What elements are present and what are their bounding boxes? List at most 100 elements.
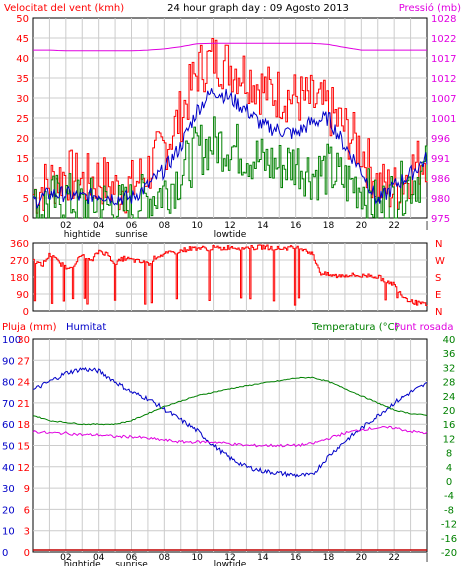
pressure-y-tick-label: 991 (431, 154, 450, 165)
rain-y-tick-label: 24 (17, 378, 30, 389)
wind-x-annotation: hightide (64, 230, 101, 240)
wind-x-tick-label: 18 (323, 221, 335, 231)
temperature-y-tick-label: 0 (446, 477, 452, 488)
humidity-x-tick-label: 22 (388, 553, 399, 563)
temperature-y-tick-label: 4 (446, 463, 452, 474)
wind-x-tick-label: 10 (191, 221, 203, 231)
dew-point-line (32, 425, 428, 448)
humidity-x-tick-label: 14 (257, 553, 269, 563)
humidity-x-annotation: hightide (64, 560, 101, 566)
pressure-y-tick-label: 1007 (431, 94, 456, 105)
humidity-y-tick-label: 10 (2, 527, 15, 538)
temperature-line (32, 376, 428, 426)
humidity-line (32, 366, 428, 478)
temperature-y-tick-label: 16 (443, 420, 456, 431)
wind-gust-line (33, 116, 428, 219)
temperature-y-tick-label: -12 (441, 520, 457, 531)
rain-y-tick-label: 0 (24, 548, 30, 559)
temperature-y-tick-label: 20 (443, 406, 456, 417)
humidity-x-tick-label: 08 (159, 553, 171, 563)
rain-axis-title: Pluja (mm) (2, 322, 57, 333)
temperature-y-tick-label: 28 (443, 378, 456, 389)
wind-speed-line (33, 38, 428, 214)
humidity-x-tick-label: 02 (60, 553, 71, 563)
rain-y-tick-label: 21 (17, 399, 30, 410)
direction-y-tick-label: 90 (16, 290, 29, 301)
compass-label: E (435, 290, 441, 301)
humidity-y-tick-label: 80 (2, 378, 15, 389)
wind-x-annotation: lowtide (214, 230, 247, 240)
compass-label: N (435, 239, 442, 250)
wind-y-tick-label: 25 (16, 114, 29, 125)
wind-direction-line (33, 244, 428, 306)
humidity-x-tick-label: 12 (224, 553, 235, 563)
wind-x-tick-label: 22 (388, 221, 399, 231)
wind-y-tick-label: 35 (16, 74, 29, 85)
rain-y-tick-label: 3 (24, 527, 30, 538)
pressure-y-tick-label: 975 (431, 214, 450, 225)
humidity-y-tick-label: 70 (2, 399, 15, 410)
humidity-x-tick-label: 20 (356, 553, 368, 563)
humidity-x-annotation: lowtide (214, 560, 247, 566)
rain-y-tick-label: 18 (17, 420, 30, 431)
wind-x-annotation: sunrise (115, 230, 148, 240)
pressure-y-tick-label: 1001 (431, 114, 456, 125)
humidity-y-tick-label: 50 (2, 442, 15, 453)
humidity-x-tick-label: 04 (93, 553, 105, 563)
humidity-y-tick-label: 0 (2, 548, 8, 559)
wind-x-tick-label: 14 (257, 221, 269, 231)
humidity-x-annotation: sunrise (115, 560, 148, 566)
direction-y-tick-label: 180 (10, 273, 29, 284)
pressure-line (33, 42, 427, 52)
pressure-y-tick-label: 980 (431, 194, 450, 205)
pressure-y-tick-label: 1012 (431, 74, 456, 85)
pressure-y-tick-label: 986 (431, 174, 450, 185)
direction-y-tick-label: 360 (10, 239, 29, 250)
wind-average-line (32, 88, 428, 210)
wind-x-tick-label: 04 (93, 221, 105, 231)
temperature-y-tick-label: -16 (441, 534, 457, 545)
pressure-y-tick-label: 1022 (431, 34, 456, 45)
humidity-y-tick-label: 20 (2, 505, 15, 516)
humidity-x-tick-label: 10 (191, 553, 203, 563)
temperature-y-tick-label: 12 (443, 434, 456, 445)
compass-label: S (435, 273, 441, 284)
wind-x-tick-label: 12 (224, 221, 235, 231)
wind-x-tick-label: | (425, 221, 428, 231)
humidity-x-tick-label: | (425, 553, 428, 563)
humidity-x-tick-label: 18 (323, 553, 335, 563)
dew-point-axis-title: Punt rosada (394, 322, 453, 333)
rain-y-tick-label: 6 (24, 505, 30, 516)
humidity-x-tick-label: 06 (126, 553, 138, 563)
temperature-y-tick-label: -8 (444, 505, 454, 516)
wind-x-tick-label: 02 (60, 221, 71, 231)
humidity-y-tick-label: 100 (2, 335, 21, 346)
wind-y-tick-label: 0 (23, 214, 29, 225)
humidity-y-tick-label: 40 (2, 463, 15, 474)
wind-y-tick-label: 40 (16, 54, 29, 65)
wind-x-tick-label: 08 (159, 221, 171, 231)
temperature-y-tick-label: -4 (444, 491, 454, 502)
rain-y-tick-label: 12 (17, 463, 30, 474)
temperature-y-tick-label: 36 (443, 349, 456, 360)
pressure-axis-title: Pressió (mb) (399, 2, 461, 14)
humidity-axis-title: Humitat (66, 322, 106, 333)
wind-y-tick-label: 20 (16, 134, 29, 145)
humidity-x-tick-label: 16 (290, 553, 302, 563)
wind-x-tick-label: 20 (356, 221, 368, 231)
rain-y-tick-label: 30 (17, 335, 30, 346)
temperature-y-tick-label: 8 (446, 449, 452, 460)
humidity-y-tick-label: 60 (2, 420, 15, 431)
wind-speed-axis-title: Velocitat del vent (kmh) (4, 3, 124, 14)
wind-y-tick-label: 30 (16, 94, 29, 105)
wind-y-tick-label: 45 (16, 34, 29, 45)
wind-x-tick-label: 16 (290, 221, 302, 231)
temperature-y-tick-label: 32 (443, 363, 456, 374)
temperature-y-tick-label: 24 (443, 392, 456, 403)
rain-y-tick-label: 27 (17, 356, 30, 367)
pressure-y-tick-label: 1017 (431, 54, 456, 65)
humidity-y-tick-label: 90 (2, 356, 15, 367)
humidity-y-tick-label: 30 (2, 484, 15, 495)
